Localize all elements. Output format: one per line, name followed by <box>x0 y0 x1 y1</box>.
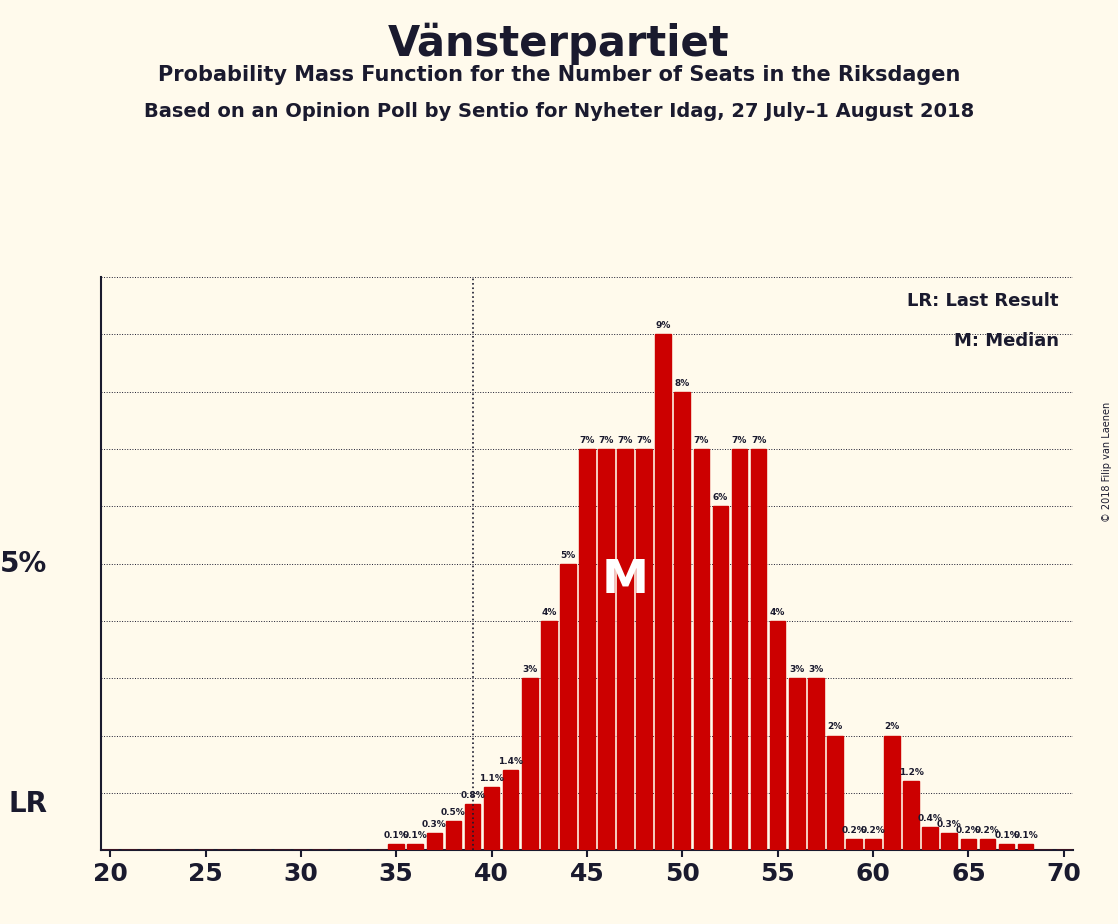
Bar <box>465 804 481 850</box>
Text: 7%: 7% <box>617 436 633 445</box>
Text: LR: LR <box>8 790 47 819</box>
Text: 0.1%: 0.1% <box>1013 832 1038 840</box>
Bar <box>503 770 519 850</box>
Bar <box>560 564 576 850</box>
Bar <box>960 839 976 850</box>
Bar <box>998 845 1014 850</box>
Bar <box>1017 845 1033 850</box>
Text: 1.1%: 1.1% <box>480 774 504 783</box>
Text: 0.1%: 0.1% <box>402 832 428 840</box>
Text: Vänsterpartiet: Vänsterpartiet <box>388 23 730 66</box>
Bar <box>598 449 614 850</box>
Bar <box>541 621 557 850</box>
Text: 7%: 7% <box>693 436 709 445</box>
Bar <box>846 839 862 850</box>
Text: 0.1%: 0.1% <box>994 832 1018 840</box>
Text: 0.2%: 0.2% <box>861 826 885 834</box>
Text: 7%: 7% <box>636 436 652 445</box>
Bar <box>903 782 919 850</box>
Text: 2%: 2% <box>884 723 900 732</box>
Text: 2%: 2% <box>827 723 843 732</box>
Bar <box>407 845 423 850</box>
Text: 1.2%: 1.2% <box>899 769 923 777</box>
Text: 0.1%: 0.1% <box>383 832 408 840</box>
Text: 5%: 5% <box>0 550 47 578</box>
Bar <box>827 736 843 850</box>
Bar <box>808 678 824 850</box>
Text: 7%: 7% <box>732 436 747 445</box>
Text: Probability Mass Function for the Number of Seats in the Riksdagen: Probability Mass Function for the Number… <box>158 65 960 85</box>
Text: 6%: 6% <box>713 493 728 503</box>
Bar <box>427 833 443 850</box>
Text: 3%: 3% <box>522 665 538 675</box>
Text: 0.4%: 0.4% <box>918 814 942 823</box>
Text: 4%: 4% <box>541 608 557 617</box>
Bar <box>751 449 767 850</box>
Text: 0.2%: 0.2% <box>975 826 999 834</box>
Bar <box>693 449 709 850</box>
Text: 5%: 5% <box>560 551 576 560</box>
Bar <box>484 787 500 850</box>
Text: M: Median: M: Median <box>954 332 1059 349</box>
Bar <box>865 839 881 850</box>
Bar <box>617 449 633 850</box>
Text: 0.3%: 0.3% <box>421 820 447 829</box>
Text: 0.2%: 0.2% <box>842 826 866 834</box>
Text: 9%: 9% <box>655 322 671 331</box>
Text: 0.3%: 0.3% <box>937 820 961 829</box>
Text: 7%: 7% <box>579 436 595 445</box>
Bar <box>770 621 786 850</box>
Bar <box>636 449 652 850</box>
Bar <box>922 827 938 850</box>
Bar <box>522 678 538 850</box>
Text: 0.2%: 0.2% <box>956 826 980 834</box>
Text: 0.5%: 0.5% <box>442 808 466 818</box>
Bar <box>655 334 671 850</box>
Text: © 2018 Filip van Laenen: © 2018 Filip van Laenen <box>1102 402 1112 522</box>
Text: 7%: 7% <box>598 436 614 445</box>
Bar <box>712 506 728 850</box>
Bar <box>731 449 747 850</box>
Bar <box>789 678 805 850</box>
Bar <box>674 392 690 850</box>
Text: M: M <box>601 558 648 603</box>
Text: 3%: 3% <box>808 665 824 675</box>
Bar <box>979 839 995 850</box>
Bar <box>884 736 900 850</box>
Text: 3%: 3% <box>789 665 804 675</box>
Text: LR: Last Result: LR: Last Result <box>907 292 1059 310</box>
Text: 7%: 7% <box>751 436 766 445</box>
Text: 8%: 8% <box>674 379 690 388</box>
Text: 4%: 4% <box>770 608 785 617</box>
Text: 0.8%: 0.8% <box>461 791 485 800</box>
Text: 1.4%: 1.4% <box>499 757 523 766</box>
Bar <box>388 845 404 850</box>
Bar <box>579 449 595 850</box>
Bar <box>446 821 462 850</box>
Bar <box>941 833 957 850</box>
Text: Based on an Opinion Poll by Sentio for Nyheter Idag, 27 July–1 August 2018: Based on an Opinion Poll by Sentio for N… <box>144 102 974 121</box>
